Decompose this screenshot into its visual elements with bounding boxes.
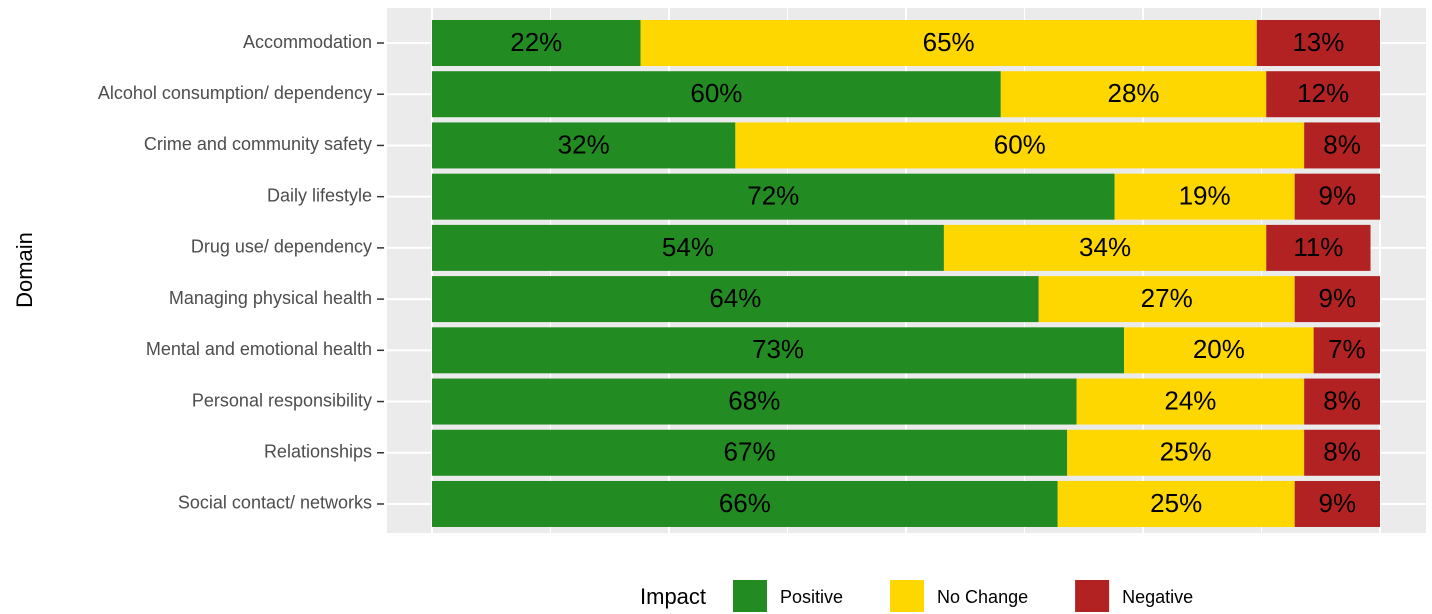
bar-segment <box>432 20 641 66</box>
y-tick-label: Alcohol consumption/ dependency <box>98 83 372 103</box>
bar-segment <box>1266 224 1371 271</box>
bar-segment <box>1124 327 1314 374</box>
bar-segment <box>1266 71 1380 118</box>
legend-title: Impact <box>640 584 706 609</box>
y-tick-label: Relationships <box>264 442 372 462</box>
y-tick-label: Mental and emotional health <box>146 339 372 359</box>
data-label: 9% <box>1319 488 1357 518</box>
data-label: 12% <box>1297 78 1349 108</box>
legend-label: No Change <box>937 587 1028 607</box>
y-tick-label: Personal responsibility <box>192 390 372 410</box>
bar-segment <box>1038 276 1295 323</box>
data-label: 60% <box>690 78 742 108</box>
bar-segment <box>1000 71 1267 118</box>
bar-segment <box>432 122 736 169</box>
data-label: 28% <box>1107 78 1159 108</box>
bar-segment <box>1304 122 1380 169</box>
data-label: 65% <box>923 27 975 57</box>
data-label: 9% <box>1319 181 1357 211</box>
legend-key <box>1075 580 1110 612</box>
data-label: 9% <box>1319 283 1357 313</box>
data-label: 22% <box>510 27 562 57</box>
legend-key <box>733 580 767 612</box>
bar-segment <box>1076 378 1305 425</box>
data-label: 25% <box>1160 437 1212 467</box>
bar-segment <box>432 429 1068 476</box>
bar-segment <box>432 173 1115 220</box>
data-label: 11% <box>1293 232 1343 262</box>
legend-label: Positive <box>780 587 843 607</box>
bar-segment <box>432 224 944 271</box>
bar-segment <box>432 378 1077 425</box>
y-tick-label: Social contact/ networks <box>178 493 372 513</box>
data-label: 20% <box>1193 334 1245 364</box>
bar-segment <box>432 276 1039 323</box>
bar-segment <box>1067 429 1305 476</box>
bar-segment <box>1294 173 1380 220</box>
data-label: 13% <box>1292 27 1344 57</box>
data-label: 73% <box>752 334 804 364</box>
legend-key <box>890 580 925 612</box>
data-label: 8% <box>1323 129 1361 159</box>
bar-segment <box>432 71 1001 118</box>
bar-segment <box>640 20 1257 66</box>
bar-segment <box>1057 480 1295 527</box>
data-label: 68% <box>728 385 780 415</box>
data-label: 66% <box>719 488 771 518</box>
y-tick-label: Daily lifestyle <box>267 185 372 205</box>
data-label: 54% <box>662 232 714 262</box>
data-label: 34% <box>1079 232 1131 262</box>
bar-segment <box>1313 327 1380 374</box>
y-tick-label: Crime and community safety <box>144 134 372 154</box>
bar-segment <box>1294 276 1380 323</box>
bar-segment <box>735 122 1305 169</box>
bar-segment <box>432 327 1125 374</box>
bar-segment <box>1304 429 1380 476</box>
data-label: 32% <box>558 129 610 159</box>
data-label: 8% <box>1323 437 1361 467</box>
bar-segment <box>1114 173 1295 220</box>
y-tick-label: Drug use/ dependency <box>191 237 372 257</box>
y-tick-label: Accommodation <box>243 32 372 52</box>
data-label: 24% <box>1164 385 1216 415</box>
data-label: 27% <box>1141 283 1193 313</box>
data-label: 60% <box>994 129 1046 159</box>
bar-segment <box>943 224 1267 271</box>
bar-segment <box>1294 480 1380 527</box>
y-tick-label: Managing physical health <box>169 288 372 308</box>
bar-segment <box>432 480 1058 527</box>
data-label: 19% <box>1179 181 1231 211</box>
bar-segment <box>1304 378 1380 425</box>
data-label: 25% <box>1150 488 1202 518</box>
bar-segment <box>1256 20 1380 66</box>
legend-label: Negative <box>1122 587 1193 607</box>
data-label: 7% <box>1328 334 1366 364</box>
data-label: 64% <box>709 283 761 313</box>
data-label: 67% <box>724 437 776 467</box>
data-label: 8% <box>1323 385 1361 415</box>
y-axis-label: Domain <box>12 232 37 308</box>
data-label: 72% <box>747 181 799 211</box>
